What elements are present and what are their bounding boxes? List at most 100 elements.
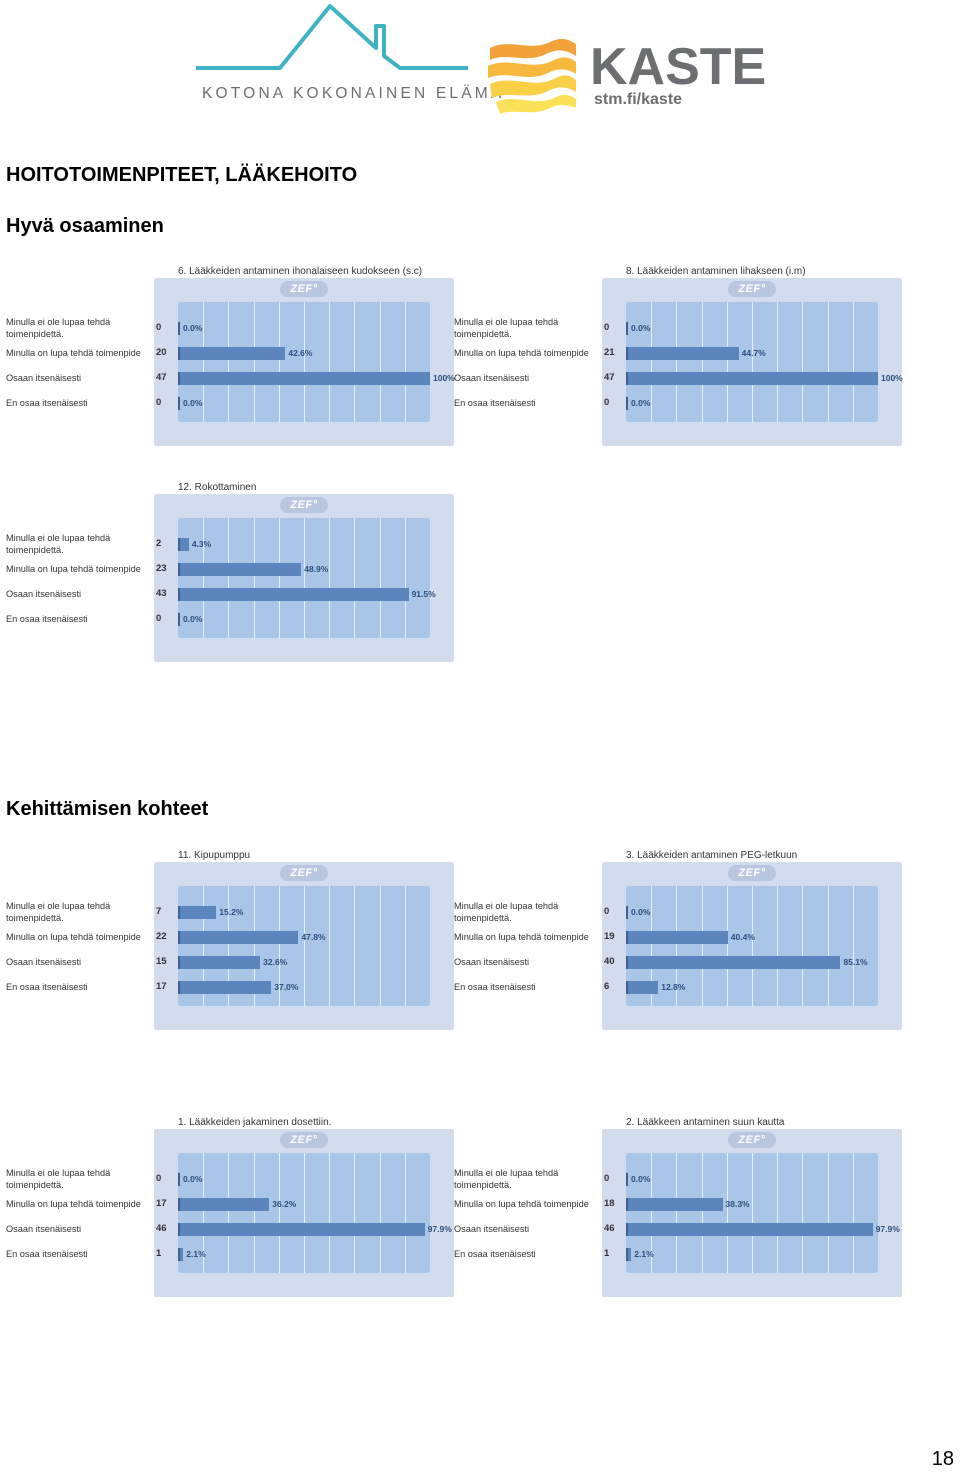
category-label: En osaa itsenäisesti xyxy=(6,1249,88,1259)
chart-title: 1. Lääkkeiden jakaminen dosettiin. xyxy=(178,1117,332,1128)
bar xyxy=(626,981,659,994)
gridline xyxy=(701,886,703,1006)
response-count: 1 xyxy=(604,1248,610,1259)
bar xyxy=(178,931,299,944)
gridline xyxy=(852,1153,854,1273)
header-logos: KOTONA KOKONAINEN ELÄMÄ KASTE stm.fi/kas… xyxy=(190,0,780,130)
bar xyxy=(626,956,841,969)
response-count: 19 xyxy=(604,931,615,942)
bar xyxy=(626,1173,628,1186)
gridline xyxy=(304,518,305,638)
gridline xyxy=(228,886,230,1006)
chart-title: 3. Lääkkeiden antaminen PEG-letkuun xyxy=(626,850,798,861)
gridline xyxy=(278,886,280,1006)
chart-panel: ZEF° xyxy=(602,278,902,446)
response-count: 15 xyxy=(156,956,167,967)
gridline xyxy=(304,886,305,1006)
response-count: 23 xyxy=(156,563,167,574)
page-number: 18 xyxy=(931,1448,954,1470)
page-title: HOITOTOIMENPITEET, LÄÄKEHOITO xyxy=(6,164,358,186)
response-count: 7 xyxy=(156,906,162,917)
response-count: 43 xyxy=(156,588,167,599)
category-label: Osaan itsenäisesti xyxy=(454,957,530,967)
response-count: 0 xyxy=(156,397,162,408)
chart-title: 11. Kipupumppu xyxy=(178,850,251,861)
bar-value-label: 15.2% xyxy=(219,907,244,917)
category-label: Minulla on lupa tehdä toimenpide xyxy=(454,1199,589,1209)
response-count: 47 xyxy=(604,372,615,383)
bar xyxy=(626,397,628,410)
bar-value-label: 100% xyxy=(433,373,455,383)
gridline xyxy=(651,1153,653,1273)
gridline xyxy=(777,886,779,1006)
bar-value-label: 40.4% xyxy=(730,932,755,942)
gridline xyxy=(752,302,753,422)
gridline xyxy=(726,302,728,422)
bar-value-label: 0.0% xyxy=(183,323,203,333)
chart-intramuscular: 8. Lääkkeiden antaminen lihakseen (i.m) Z… xyxy=(448,266,903,466)
category-label: Minulla ei ole lupaa tehdä toimenpidettä… xyxy=(454,901,559,923)
category-label: Minulla on lupa tehdä toimenpide xyxy=(454,932,589,942)
section-heading-good: Hyvä osaaminen xyxy=(6,215,164,237)
gridline xyxy=(802,1153,804,1273)
logo-left-text: KOTONA KOKONAINEN ELÄMÄ xyxy=(202,85,504,102)
response-count: 21 xyxy=(604,347,615,358)
category-label: Minulla ei ole lupaa tehdä toimenpidettä… xyxy=(454,1168,559,1190)
category-label: Minulla ei ole lupaa tehdä toimenpidettä… xyxy=(454,317,559,339)
section-heading-develop: Kehittämisen kohteet xyxy=(6,798,209,820)
gridline xyxy=(253,1153,255,1273)
response-count: 0 xyxy=(156,322,162,333)
response-count: 0 xyxy=(604,322,610,333)
gridline xyxy=(726,886,728,1006)
gridline xyxy=(379,518,381,638)
category-label: En osaa itsenäisesti xyxy=(6,614,88,624)
bar xyxy=(178,372,430,385)
category-label: Minulla ei ole lupaa tehdä toimenpidettä… xyxy=(6,533,111,555)
category-label: Minulla ei ole lupaa tehdä toimenpidettä… xyxy=(6,1168,111,1190)
bar-value-label: 42.6% xyxy=(288,348,313,358)
logo-graphic: KOTONA KOKONAINEN ELÄMÄ KASTE stm.fi/kas… xyxy=(196,4,766,114)
category-label: Minulla ei ole lupaa tehdä toimenpidettä… xyxy=(6,901,111,923)
chart-dosette: 1. Lääkkeiden jakaminen dosettiin. ZEF° Mi… xyxy=(0,1117,454,1317)
bar-value-label: 0.0% xyxy=(631,907,651,917)
bar-value-label: 38.3% xyxy=(725,1199,750,1209)
bar-value-label: 91.5% xyxy=(411,589,436,599)
chart-panel: ZEF° xyxy=(154,1129,454,1297)
gridline xyxy=(676,886,678,1006)
gridline xyxy=(228,518,230,638)
category-label: Osaan itsenäisesti xyxy=(6,957,82,967)
category-label: En osaa itsenäisesti xyxy=(454,982,536,992)
gridline xyxy=(802,302,804,422)
bar xyxy=(626,347,739,360)
gridline xyxy=(404,1153,406,1273)
bar-value-label: 0.0% xyxy=(631,398,651,408)
category-label: Minulla on lupa tehdä toimenpide xyxy=(6,564,141,574)
bar-value-label: 0.0% xyxy=(631,1174,651,1184)
response-count: 6 xyxy=(604,981,610,992)
bar-value-label: 48.9% xyxy=(304,564,329,574)
response-count: 20 xyxy=(156,347,167,358)
response-count: 46 xyxy=(604,1223,615,1234)
gridline xyxy=(228,302,230,422)
gridline xyxy=(253,302,255,422)
response-count: 46 xyxy=(156,1223,167,1234)
response-count: 40 xyxy=(604,956,615,967)
gridline xyxy=(228,1153,230,1273)
response-count: 17 xyxy=(156,1198,167,1209)
zef-badge: ZEF° xyxy=(728,1132,776,1148)
category-label: En osaa itsenäisesti xyxy=(6,982,88,992)
bar-value-label: 97.9% xyxy=(427,1224,452,1234)
bar xyxy=(178,956,261,969)
gridline xyxy=(827,886,829,1006)
gridline xyxy=(278,1153,280,1273)
gridline xyxy=(701,302,703,422)
bar-value-label: 44.7% xyxy=(741,348,766,358)
bar xyxy=(626,1223,873,1236)
category-label: Minulla on lupa tehdä toimenpide xyxy=(6,348,141,358)
category-label: En osaa itsenäisesti xyxy=(454,398,536,408)
gridline xyxy=(827,302,829,422)
bar xyxy=(178,538,189,551)
gridline xyxy=(253,518,255,638)
gridline xyxy=(701,1153,703,1273)
category-label: En osaa itsenäisesti xyxy=(454,1249,536,1259)
